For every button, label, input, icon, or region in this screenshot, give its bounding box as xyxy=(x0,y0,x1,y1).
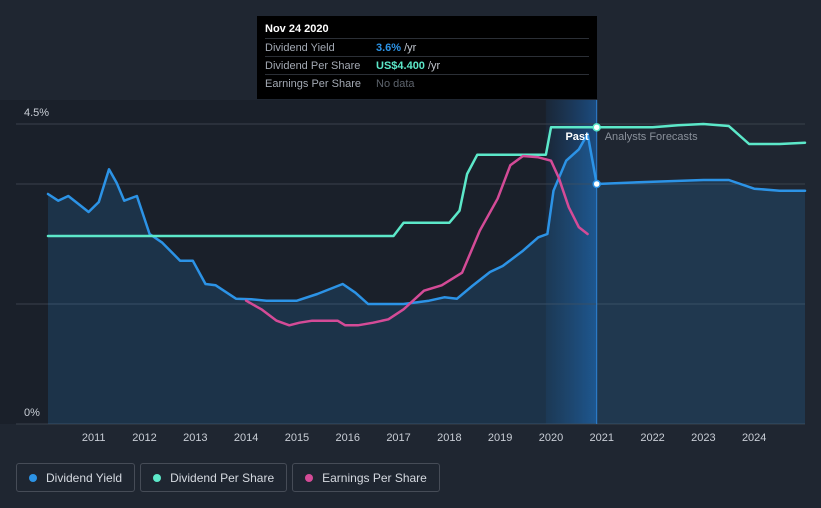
legend-dot-icon xyxy=(153,473,162,482)
legend-dot-icon xyxy=(305,473,314,482)
chart-tooltip: Nov 24 2020 Dividend Yield 3.6% /yr Divi… xyxy=(257,16,597,99)
x-tick-label: 2012 xyxy=(132,432,156,444)
x-tick-label: 2024 xyxy=(742,432,766,444)
tooltip-date: Nov 24 2020 xyxy=(265,23,329,35)
tooltip-row-dividend-yield: Dividend Yield 3.6% /yr xyxy=(265,38,589,56)
series-marker xyxy=(592,179,601,189)
x-tick-label: 2015 xyxy=(285,432,309,444)
tooltip-label: Dividend Per Share xyxy=(265,59,361,72)
tooltip-unit: /yr xyxy=(404,41,417,54)
series-line-earnings-per-share xyxy=(244,154,589,327)
series-line-dividend-per-share xyxy=(46,122,807,238)
x-tick-label: 2014 xyxy=(234,432,258,444)
legend-item-dividend-per-share[interactable]: Dividend Per Share xyxy=(140,463,288,492)
tooltip-value: No data xyxy=(376,77,415,90)
x-tick-label: 2022 xyxy=(640,432,664,444)
tooltip-label: Earnings Per Share xyxy=(265,77,361,90)
past-label: Past xyxy=(565,131,589,143)
legend-dot-icon xyxy=(29,473,37,482)
legend-item-earnings-per-share[interactable]: Earnings Per Share xyxy=(292,463,440,492)
forecast-label: Analysts Forecasts xyxy=(605,131,698,143)
legend-item-dividend-yield[interactable]: Dividend Yield xyxy=(16,463,136,492)
legend-label: Earnings Per Share xyxy=(322,470,427,485)
y-tick-label: 4.5% xyxy=(24,107,49,119)
y-tick-label: 0% xyxy=(24,407,40,419)
tooltip-value: US$4.400 xyxy=(376,59,425,72)
tooltip-label: Dividend Yield xyxy=(265,41,335,54)
x-tick-label: 2020 xyxy=(539,432,563,444)
x-tick-label: 2011 xyxy=(82,432,106,444)
x-tick-label: 2021 xyxy=(590,432,614,444)
tooltip-row-earnings-per-share: Earnings Per Share No data xyxy=(265,74,589,92)
x-tick-label: 2016 xyxy=(336,432,360,444)
legend-label: Dividend Yield xyxy=(46,470,123,485)
x-tick-label: 2023 xyxy=(691,432,715,444)
chart-legend: Dividend Yield Dividend Per Share Earnin… xyxy=(16,463,440,492)
x-tick-label: 2019 xyxy=(488,432,512,444)
x-tick-label: 2017 xyxy=(386,432,410,444)
highlight-band xyxy=(545,100,597,424)
x-tick-label: 2013 xyxy=(183,432,207,444)
legend-label: Dividend Per Share xyxy=(170,470,275,485)
series-area-0 xyxy=(48,134,805,424)
tooltip-row-dividend-per-share: Dividend Per Share US$4.400 /yr xyxy=(265,56,589,74)
tooltip-value: 3.6% xyxy=(376,41,402,54)
tooltip-unit: /yr xyxy=(427,59,441,72)
series-marker xyxy=(592,123,601,132)
x-tick-label: 2018 xyxy=(437,432,461,444)
series-line-dividend-yield xyxy=(46,132,807,306)
